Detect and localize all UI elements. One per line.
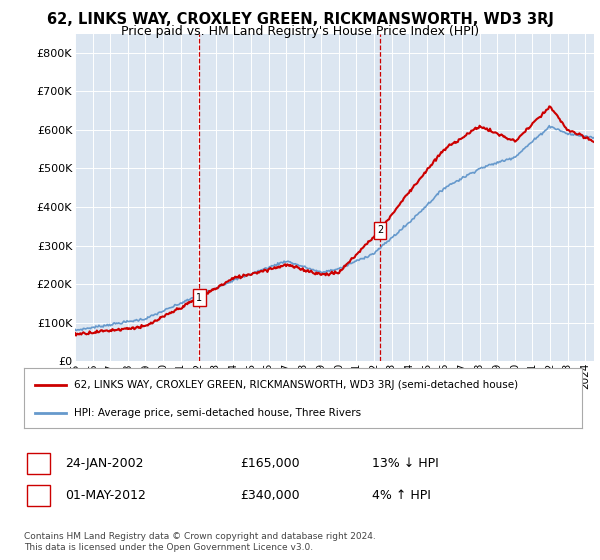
Bar <box>374 222 386 239</box>
Text: Contains HM Land Registry data © Crown copyright and database right 2024.
This d: Contains HM Land Registry data © Crown c… <box>24 532 376 552</box>
Text: 4% ↑ HPI: 4% ↑ HPI <box>372 489 431 502</box>
Text: 62, LINKS WAY, CROXLEY GREEN, RICKMANSWORTH, WD3 3RJ (semi-detached house): 62, LINKS WAY, CROXLEY GREEN, RICKMANSWO… <box>74 380 518 390</box>
Text: HPI: Average price, semi-detached house, Three Rivers: HPI: Average price, semi-detached house,… <box>74 408 361 418</box>
Text: 13% ↓ HPI: 13% ↓ HPI <box>372 457 439 470</box>
Text: 24-JAN-2002: 24-JAN-2002 <box>65 457 143 470</box>
Text: Price paid vs. HM Land Registry's House Price Index (HPI): Price paid vs. HM Land Registry's House … <box>121 25 479 38</box>
Text: £165,000: £165,000 <box>240 457 299 470</box>
Text: 62, LINKS WAY, CROXLEY GREEN, RICKMANSWORTH, WD3 3RJ: 62, LINKS WAY, CROXLEY GREEN, RICKMANSWO… <box>47 12 553 27</box>
Text: 01-MAY-2012: 01-MAY-2012 <box>65 489 146 502</box>
Text: £340,000: £340,000 <box>240 489 299 502</box>
Bar <box>193 289 206 306</box>
Text: 2: 2 <box>34 489 43 502</box>
Text: 2: 2 <box>377 225 383 235</box>
Text: 1: 1 <box>196 293 202 302</box>
Text: 1: 1 <box>34 457 43 470</box>
